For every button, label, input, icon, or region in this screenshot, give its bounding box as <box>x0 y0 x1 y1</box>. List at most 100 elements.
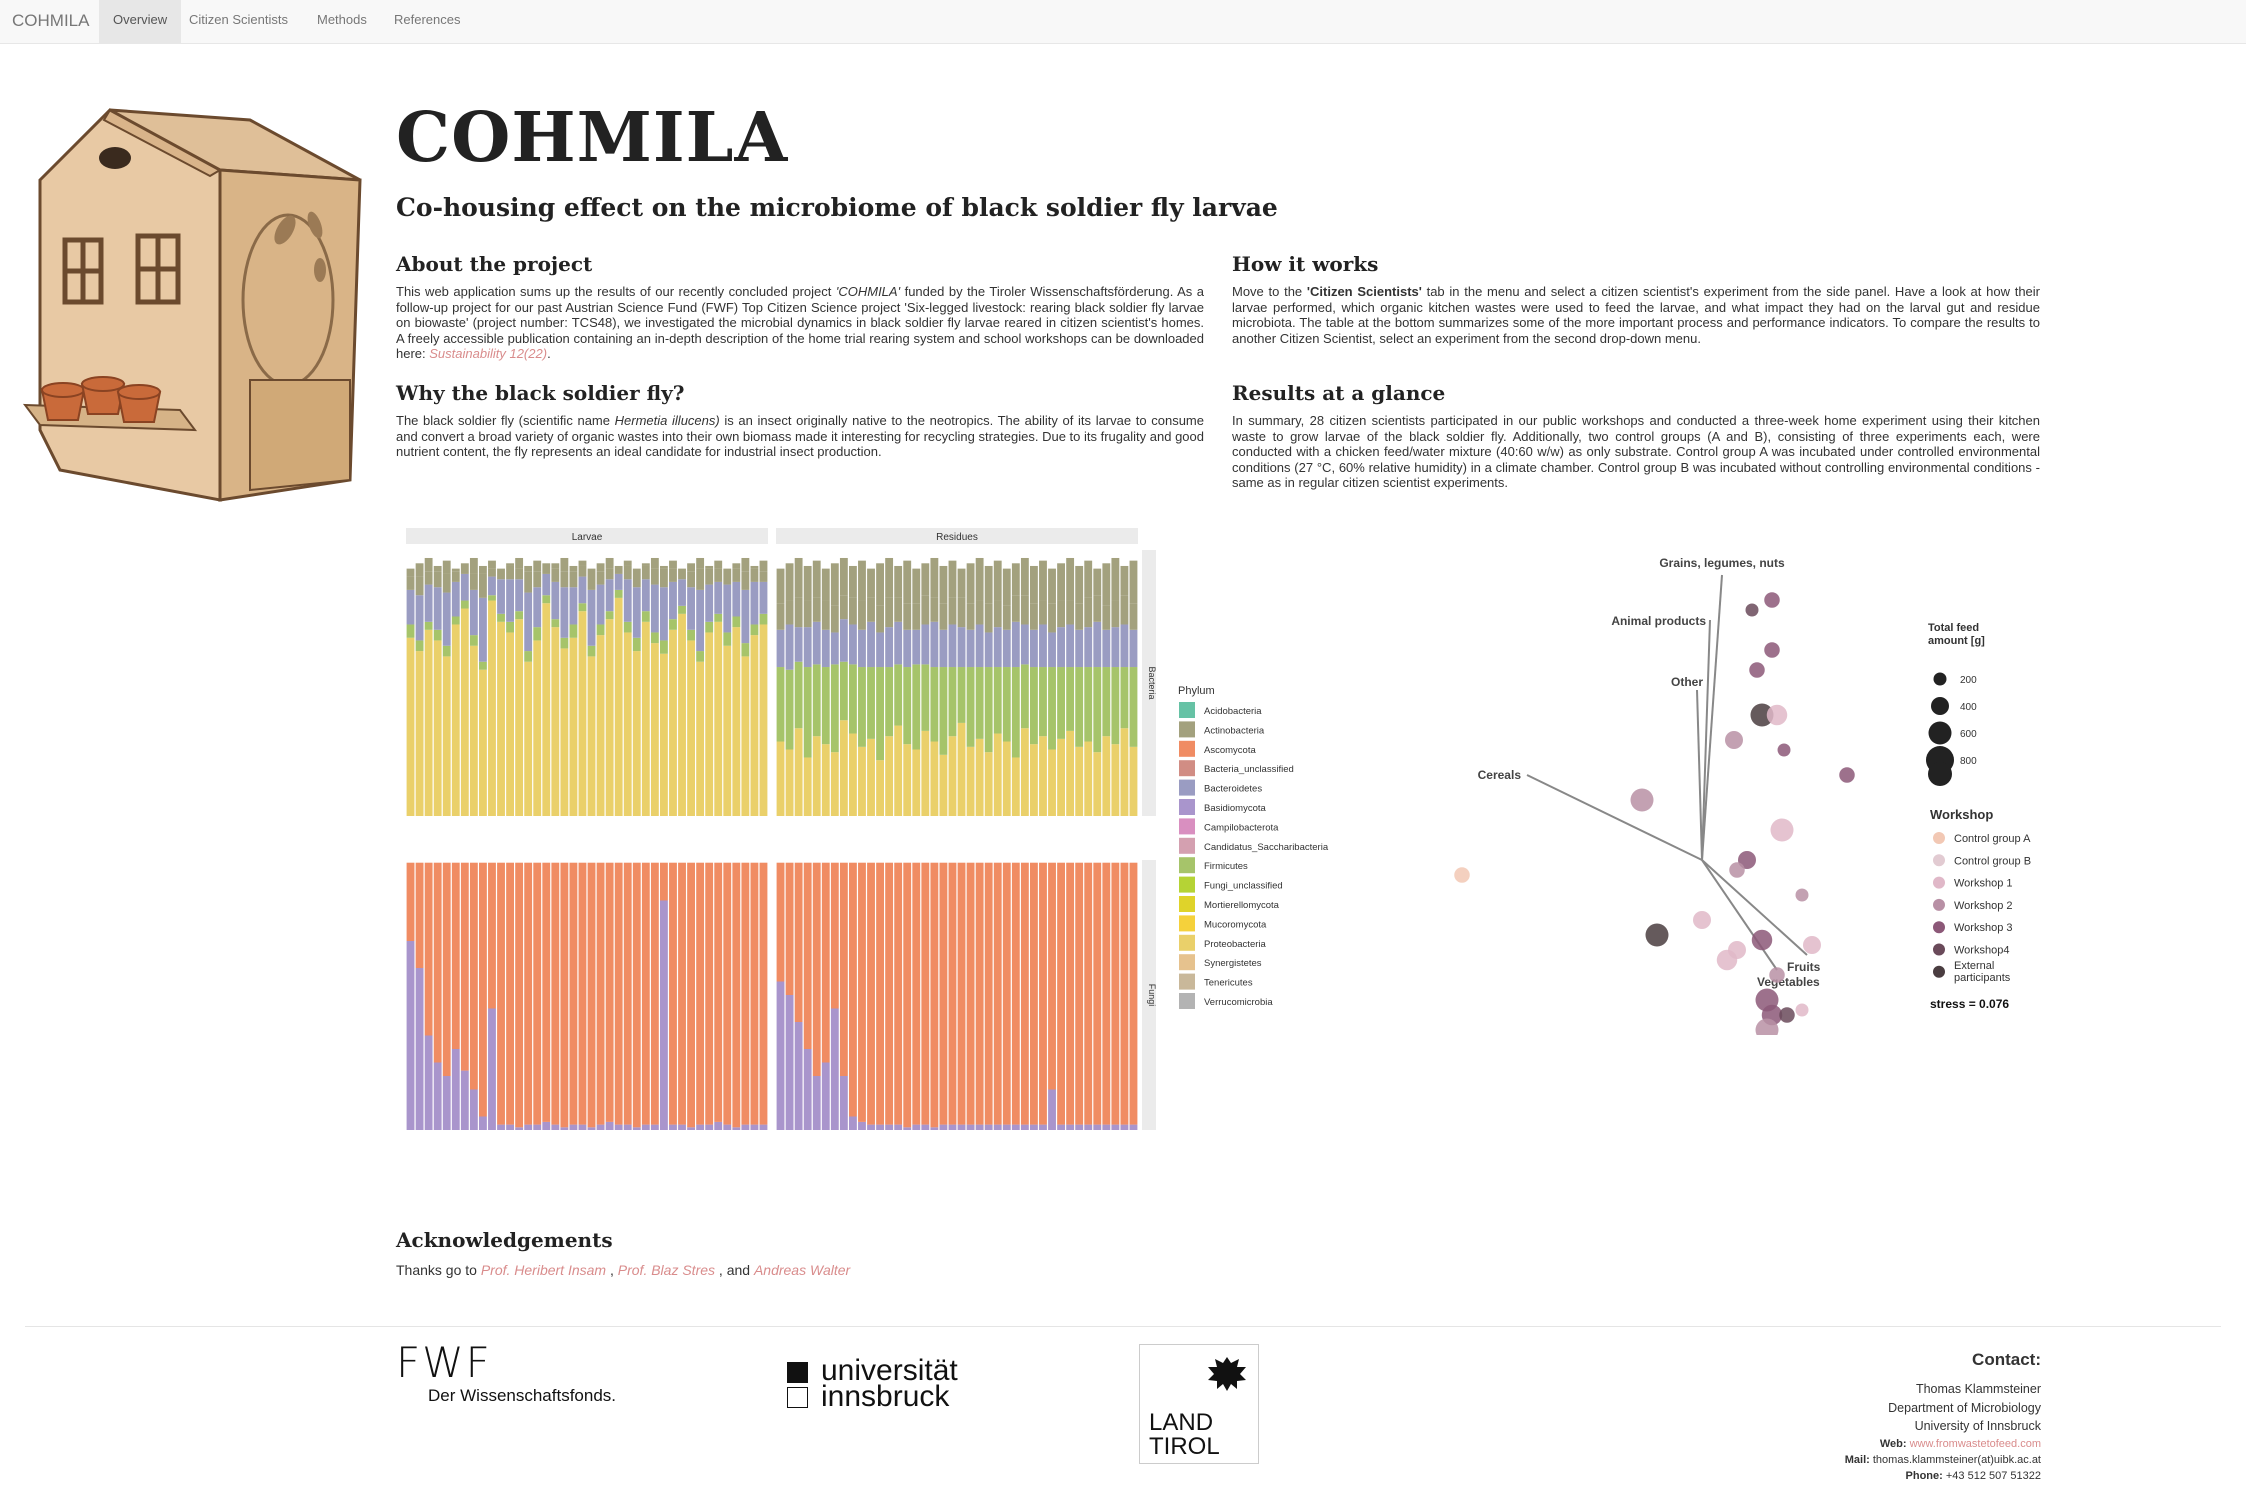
bar-residues-bacteria-6-other <box>830 563 839 606</box>
bar-larvae-bacteria-21-firmicutes <box>596 624 605 636</box>
bar-larvae-bacteria-28-other <box>660 565 668 569</box>
bar-larvae-bacteria-6-actinobacteria <box>460 563 469 574</box>
legend-label-firmicutes: Firmicutes <box>1204 861 1248 872</box>
how-text: Move to the 'Citizen Scientists' tab in … <box>1232 284 2040 346</box>
bar-larvae-bacteria-39-other <box>759 560 768 572</box>
bar-larvae-fungi-25-basidiomycota <box>632 1127 641 1130</box>
workshop-legend-dot-4 <box>1933 921 1945 934</box>
facet-strip-bacteria <box>1142 550 1156 816</box>
bar-residues-bacteria-7-proteobacteria <box>839 720 848 816</box>
facet-label-larvae: Larvae <box>572 532 603 543</box>
workshop-legend-label-6-b: participants <box>1954 972 2011 984</box>
bar-residues-bacteria-8-bacteroidetes <box>849 624 857 665</box>
bar-residues-bacteria-6-bacteroidetes <box>830 632 839 665</box>
person-link-stres[interactable]: Prof. Blaz Stres <box>617 1262 716 1278</box>
legend-swatch-acidobacteria <box>1179 702 1195 718</box>
navbar-brand[interactable]: COHMILA <box>12 11 90 30</box>
bar-residues-fungi-24-basidiomycota <box>993 1124 1002 1130</box>
bar-residues-bacteria-30-proteobacteria <box>1048 749 1056 816</box>
bar-residues-bacteria-23-other <box>984 565 993 604</box>
bar-larvae-fungi-38-basidiomycota <box>750 1124 759 1130</box>
bar-residues-bacteria-1-firmicutes <box>785 669 794 750</box>
bar-larvae-fungi-34-basidiomycota <box>714 1121 723 1130</box>
person-link-walter[interactable]: Andreas Walter <box>753 1262 851 1278</box>
bar-residues-bacteria-25-proteobacteria <box>1002 741 1011 816</box>
bar-larvae-fungi-31-basidiomycota <box>687 1127 695 1130</box>
bar-residues-fungi-2-ascomycota <box>794 862 803 1022</box>
tab-citizen-scientists[interactable]: Citizen Scientists <box>189 12 288 27</box>
bar-larvae-bacteria-10-firmicutes <box>497 613 505 622</box>
bar-residues-bacteria-2-firmicutes <box>794 661 803 729</box>
bar-residues-bacteria-14-bacteroidetes <box>903 629 912 668</box>
bar-residues-fungi-22-ascomycota <box>975 862 984 1125</box>
bar-larvae-bacteria-17-firmicutes <box>560 637 569 649</box>
nmds-point-1 <box>1764 592 1780 608</box>
tab-references[interactable]: References <box>394 12 461 27</box>
contact-name: Thomas Klammsteiner <box>1915 1382 2041 1396</box>
bar-larvae-bacteria-2-firmicutes <box>424 621 433 630</box>
bar-residues-bacteria-23-actinobacteria <box>984 603 993 633</box>
bar-larvae-fungi-10-ascomycota <box>497 862 505 1125</box>
bar-larvae-bacteria-32-firmicutes <box>696 651 705 662</box>
bar-residues-bacteria-0-actinobacteria <box>776 603 785 630</box>
tab-overview[interactable]: Overview <box>99 0 182 43</box>
bar-larvae-bacteria-18-other <box>569 565 578 572</box>
vector-vegetables <box>1701 859 1778 971</box>
bar-larvae-bacteria-1-other <box>415 563 424 577</box>
bar-residues-bacteria-12-actinobacteria <box>885 597 894 628</box>
bar-larvae-bacteria-0-other <box>406 568 415 577</box>
bar-residues-fungi-7-ascomycota <box>839 862 848 1076</box>
bar-residues-bacteria-17-firmicutes <box>930 667 939 742</box>
contact-mail[interactable]: thomas.klammsteiner(at)uibk.ac.at <box>1872 1453 2041 1466</box>
bar-larvae-fungi-6-ascomycota <box>460 862 469 1071</box>
bar-residues-bacteria-0-firmicutes <box>776 667 785 742</box>
bar-residues-bacteria-12-proteobacteria <box>885 736 894 816</box>
size-legend-dot-600 <box>1928 721 1952 745</box>
bar-larvae-bacteria-15-firmicutes <box>542 595 551 604</box>
bar-larvae-fungi-15-ascomycota <box>542 862 551 1122</box>
bar-larvae-fungi-32-ascomycota <box>696 862 705 1125</box>
bar-residues-bacteria-4-other <box>812 560 821 598</box>
vector-cereals <box>1526 774 1703 861</box>
sustainability-link[interactable]: Sustainability 12(22) <box>429 346 548 362</box>
vector-fruits <box>1701 859 1808 956</box>
legend-title: Phylum <box>1178 685 1215 697</box>
bar-residues-fungi-19-ascomycota <box>948 862 957 1125</box>
bar-larvae-bacteria-21-actinobacteria <box>596 571 605 585</box>
bar-residues-bacteria-34-bacteroidetes <box>1084 627 1093 668</box>
legend-label-basidiomycota: Basidiomycota <box>1204 803 1266 814</box>
tab-methods[interactable]: Methods <box>317 12 367 27</box>
vector-other <box>1696 689 1703 861</box>
person-link-insam[interactable]: Prof. Heribert Insam <box>480 1262 607 1278</box>
bar-residues-bacteria-8-actinobacteria <box>849 597 857 625</box>
bar-larvae-bacteria-1-proteobacteria <box>415 651 424 816</box>
bar-larvae-bacteria-25-bacteroidetes <box>632 587 641 638</box>
bar-residues-fungi-15-ascomycota <box>912 862 921 1125</box>
bar-larvae-bacteria-7-bacteroidetes <box>469 589 478 636</box>
bar-residues-fungi-24-ascomycota <box>993 862 1002 1125</box>
bar-larvae-fungi-6-basidiomycota <box>460 1070 469 1130</box>
bar-residues-bacteria-16-actinobacteria <box>921 595 930 625</box>
workshop-legend-label-4: Workshop 3 <box>1954 922 2013 934</box>
nmds-plot: Grains, legumes, nuts Animal products Othe… <box>1454 556 2031 1035</box>
bar-residues-bacteria-38-other <box>1120 565 1129 596</box>
bar-residues-bacteria-10-proteobacteria <box>867 738 875 816</box>
bar-residues-bacteria-24-other <box>993 560 1002 601</box>
bar-residues-bacteria-19-actinobacteria <box>948 597 957 625</box>
bar-larvae-bacteria-24-other <box>623 560 632 566</box>
bar-larvae-bacteria-23-proteobacteria <box>614 597 623 816</box>
contact-web-link[interactable]: www.fromwastetofeed.com <box>1909 1437 2041 1450</box>
bar-residues-fungi-35-basidiomycota <box>1093 1124 1102 1130</box>
legend-label-mucoromycota: Mucoromycota <box>1204 919 1267 930</box>
bar-residues-bacteria-36-bacteroidetes <box>1102 629 1111 668</box>
bar-larvae-bacteria-5-actinobacteria <box>451 571 460 582</box>
bar-residues-bacteria-33-other <box>1075 565 1084 604</box>
fwf-tagline: Der Wissenschaftsfonds. <box>428 1386 617 1405</box>
bar-residues-fungi-36-ascomycota <box>1102 862 1111 1125</box>
bar-larvae-fungi-23-basidiomycota <box>614 1124 623 1130</box>
bar-residues-fungi-31-basidiomycota <box>1057 1124 1065 1130</box>
bar-residues-fungi-13-ascomycota <box>894 862 903 1125</box>
nmds-point-5 <box>1750 703 1774 727</box>
bar-larvae-bacteria-15-proteobacteria <box>542 603 551 816</box>
bar-larvae-bacteria-9-firmicutes <box>488 595 496 601</box>
